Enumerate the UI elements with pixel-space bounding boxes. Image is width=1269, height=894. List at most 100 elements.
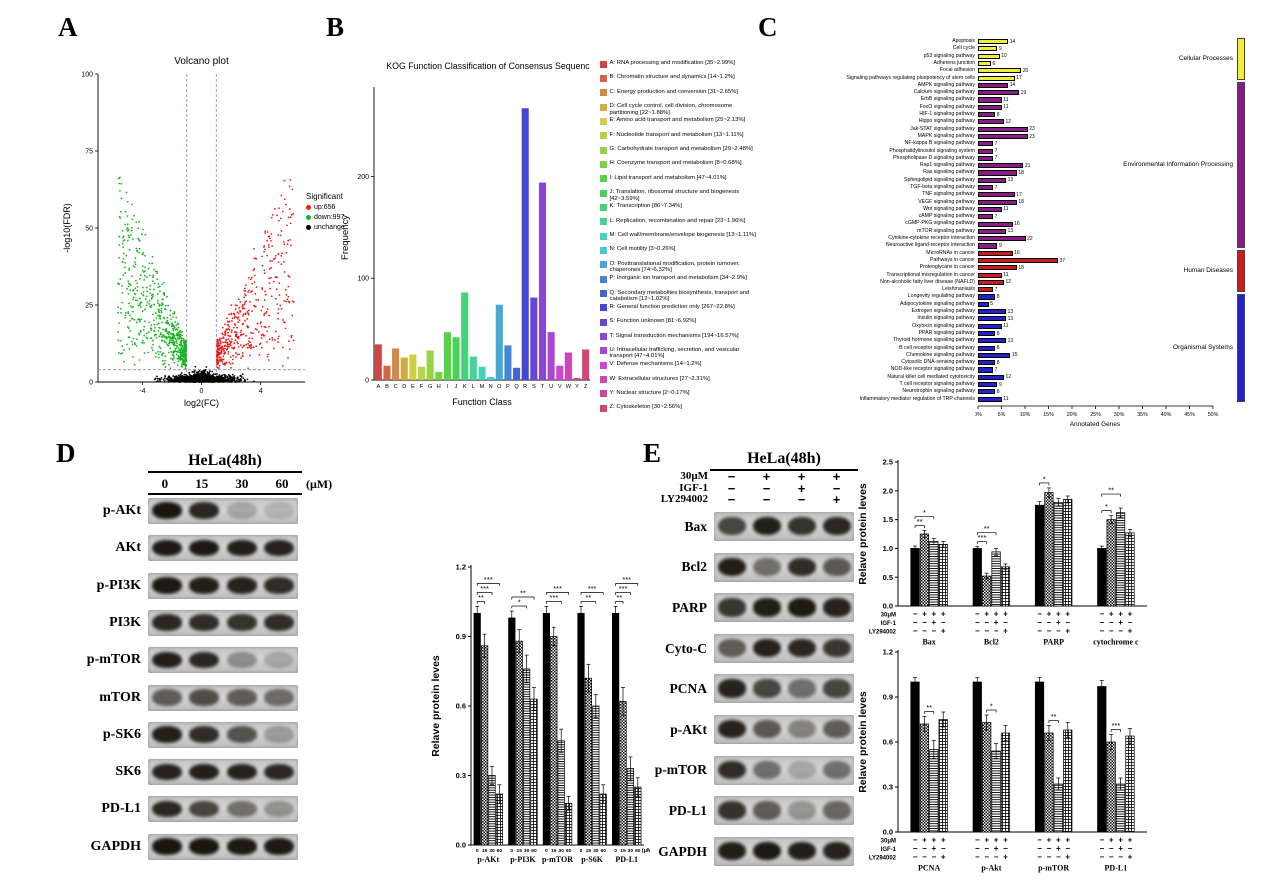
kog-legend-item: O: Posttranslational modification, prote… [600, 261, 758, 275]
kegg-bar-value: 8 [996, 388, 1000, 395]
svg-text:30μM: 30μM [881, 839, 896, 845]
kog-legend-item: H: Coenzyme transport and metabolism [8~… [600, 160, 758, 174]
kegg-bar [978, 272, 1002, 278]
kegg-pathway-name: Longevity regulating pathway [907, 293, 975, 300]
kegg-category-label: Cellular Processes [1178, 55, 1233, 63]
kog-legend-swatch [600, 261, 607, 269]
svg-text:0: 0 [510, 848, 513, 854]
svg-text:−: − [1047, 844, 1052, 853]
kegg-category-strip [1237, 293, 1245, 402]
kog-legend-swatch [600, 318, 607, 326]
svg-text:0: 0 [200, 388, 204, 395]
kog-legend-label: J: Translation, ribosomal structure and … [609, 189, 740, 202]
kegg-pathway-name: Jak-STAT signaling pathway [910, 125, 975, 132]
svg-text:−: − [975, 618, 980, 627]
kegg-bar-value: 13 [1007, 337, 1014, 344]
kegg-bar-wrap: 13 [978, 337, 1013, 344]
kog-legend-label: I: Lipid transport and metabolism [47~4.… [609, 174, 727, 181]
kegg-bar-value: 22 [1027, 235, 1033, 242]
blot-protein-label: p-mTOR [654, 762, 707, 778]
svg-text:*: * [1043, 474, 1046, 483]
kegg-bar [978, 345, 996, 351]
kog-legend-label: P: Inorganic ion transport and metabolis… [609, 275, 747, 282]
kegg-bar-value: 10 [1001, 53, 1007, 60]
kegg-pathway-name: FoxO signaling pathway [919, 103, 975, 110]
kegg-pathway-name: Thyroid hormone signaling pathway [893, 337, 975, 344]
svg-text:J: J [455, 384, 458, 390]
svg-text:0.0: 0.0 [883, 602, 893, 611]
blot-band [151, 800, 182, 818]
svg-text:−: − [994, 627, 999, 636]
kegg-row: Estrogen signaling pathway 13 [765, 308, 1065, 315]
kegg-bar-wrap: 7 [978, 147, 997, 154]
kegg-bar [978, 396, 1002, 402]
svg-text:Y: Y [575, 384, 579, 390]
treatment-sign: + [832, 492, 841, 507]
svg-text:+: + [1003, 836, 1008, 845]
kegg-row: Natural killer cell mediated cytotoxicit… [765, 374, 1065, 381]
kegg-row: Calcium signaling pathway 19 [765, 89, 1065, 96]
d-dose-unit: (μM) [306, 477, 333, 491]
svg-text:Relave protein leves: Relave protein leves [857, 483, 869, 585]
svg-text:−: − [984, 844, 989, 853]
kegg-pathway-chart: Apoptosis 14 Cell cycle 9 p53 signaling path… [765, 28, 1265, 433]
blot-band [822, 557, 851, 577]
kegg-bar [978, 279, 1004, 285]
svg-text:PARP: PARP [1043, 638, 1064, 647]
svg-text:−: − [975, 853, 980, 862]
blot-band [189, 577, 220, 594]
kegg-row: cAMP signaling pathway 7 [765, 213, 1065, 220]
blot-protein-label: PARP [672, 599, 707, 615]
svg-text:−: − [941, 618, 946, 627]
e-cellline-header: HeLa(48h) [710, 450, 858, 471]
svg-text:60: 60 [635, 848, 641, 854]
svg-text:M: M [480, 384, 485, 390]
blot-row: p-AKt [638, 715, 854, 744]
svg-text:0: 0 [614, 848, 617, 854]
kog-legend-swatch [600, 361, 607, 369]
kegg-row: PPAR signaling pathway 8 [765, 330, 1065, 337]
kog-legend-label: H: Coenzyme transport and metabolism [8~… [609, 160, 742, 167]
blot-protein-label: GAPDH [658, 843, 707, 859]
svg-text:+: + [922, 836, 927, 845]
panel-e-label: E [643, 438, 662, 468]
kegg-bar [978, 68, 1022, 74]
blot-band [226, 838, 257, 855]
kegg-pathway-name: Estrogen signaling pathway [911, 308, 975, 315]
blot-protein-label: p-AKt [670, 721, 707, 737]
kegg-row: TGF-beta signaling pathway 7 [765, 184, 1065, 191]
kegg-bar [978, 163, 1024, 169]
kegg-bar-value: 11 [1003, 97, 1009, 104]
kegg-bar [978, 389, 996, 395]
blot-band [264, 838, 295, 855]
kog-legend-swatch [600, 232, 607, 240]
blot-band [822, 760, 851, 780]
svg-text:−: − [975, 610, 980, 619]
kegg-bar [978, 330, 996, 337]
svg-text:Bcl2: Bcl2 [984, 638, 999, 647]
panel-d-label: D [56, 438, 76, 468]
kegg-pathway-name: Cytokine-cytokine receptor interaction [888, 235, 975, 242]
kegg-row: Neurotrophin signaling pathway 8 [765, 388, 1065, 395]
svg-text:G: G [428, 384, 432, 390]
kegg-row: NF-kappa B signaling pathway 7 [765, 140, 1065, 147]
kegg-bar-value: 13 [1007, 315, 1014, 322]
svg-text:+: + [994, 610, 999, 619]
kegg-bar [978, 119, 1004, 125]
svg-text:−: − [1056, 853, 1061, 862]
svg-text:2.5: 2.5 [883, 458, 893, 467]
svg-text:5%: 5% [998, 412, 1006, 418]
legend-label: up:656 [314, 204, 336, 211]
kegg-bar-value: 18 [1018, 264, 1024, 271]
kegg-bar-wrap: 13 [978, 308, 1013, 315]
kegg-pathway-name: Natural killer cell mediated cytotoxicit… [887, 373, 975, 380]
treatment-sign: + [797, 469, 806, 484]
svg-text:Relave protein leves: Relave protein leves [857, 691, 869, 793]
svg-text:1.0: 1.0 [883, 544, 893, 553]
kog-legend-item: Y: Nuclear structure [2~0.17%] [600, 390, 758, 404]
kegg-bar [978, 243, 998, 249]
treatment-signs: − + + + [714, 470, 854, 483]
blot-band [189, 688, 220, 706]
